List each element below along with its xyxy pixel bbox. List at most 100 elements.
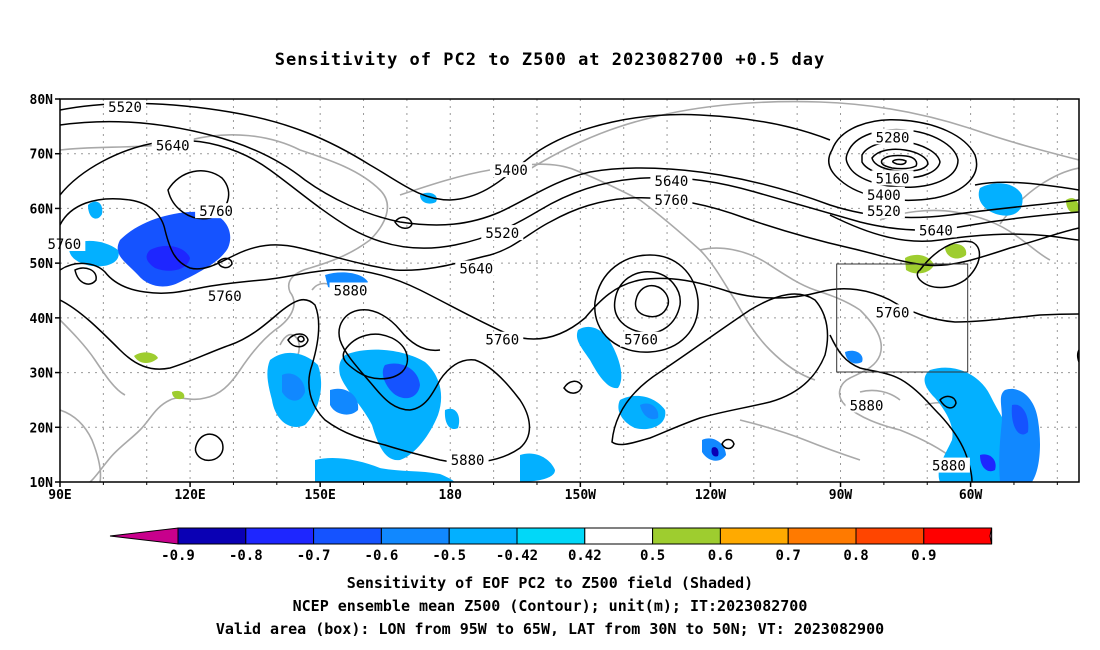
- lon-label: 120E: [174, 488, 205, 503]
- contour-label: 5880: [927, 457, 970, 475]
- colorbar-label: 0.6: [708, 548, 733, 564]
- caption-line-2: NCEP ensemble mean Z500 (Contour); unit(…: [292, 597, 808, 615]
- lat-label: 20N: [30, 421, 54, 436]
- contour-label-bg: [446, 452, 489, 468]
- contour-label-text: 5760: [655, 193, 689, 209]
- contour-label-text: 5520: [485, 226, 519, 242]
- valid-area-box: [836, 263, 969, 373]
- colorbar-segment: [787, 527, 857, 545]
- contour-label-bg: [845, 397, 888, 413]
- contour-label: 5880: [329, 282, 372, 300]
- contour-label-bg: [329, 282, 372, 298]
- contour-label-text: 5880: [451, 453, 485, 469]
- colorbar-label: 0.9: [911, 548, 936, 564]
- contour-label-bg: [650, 173, 693, 189]
- contour-label: 5520: [862, 203, 905, 220]
- caption-line-1: Sensitivity of EOF PC2 to Z500 field (Sh…: [346, 574, 754, 592]
- shading-patch: [315, 457, 455, 482]
- contour-label: 5400: [862, 186, 905, 204]
- shading-patch: [845, 350, 863, 364]
- colorbar-label: 0.42: [568, 548, 602, 564]
- contour-label: 5160: [871, 170, 914, 187]
- colorbar-segment: [719, 527, 789, 545]
- contour-label-bg: [862, 186, 905, 202]
- colorbar-right-end: [989, 527, 993, 545]
- contour-label: 5640: [151, 137, 194, 155]
- contour-label: 5640: [650, 173, 693, 190]
- contour-label-bg: [620, 331, 663, 347]
- colorbar-segment: [313, 527, 382, 545]
- contour-label-bg: [489, 162, 532, 178]
- colorbar-segment: [380, 527, 450, 545]
- colorbar-segment: [177, 527, 247, 545]
- shading-patch: [945, 244, 967, 259]
- colorbar-label: -0.5: [432, 548, 466, 564]
- contour-label-text: 5640: [655, 174, 689, 190]
- contour-label-bg: [203, 287, 246, 303]
- shaded-sensitivity-field: [69, 183, 1079, 482]
- contour-label-text: 5520: [108, 100, 142, 116]
- contour-label-text: 5760: [876, 305, 910, 321]
- contour-label: 5760: [203, 287, 246, 305]
- contour-label-text: 5760: [199, 204, 233, 220]
- contour-label-bg: [151, 137, 194, 153]
- shading-patch: [576, 326, 622, 389]
- shading-patch: [172, 390, 185, 400]
- contour-label: 5760: [43, 235, 86, 253]
- shading-patch: [520, 453, 555, 482]
- contour-label-bg: [914, 222, 957, 238]
- contour-label: 5400: [489, 162, 532, 179]
- contour-label-text: 5880: [932, 459, 966, 475]
- colorbar-segment: [245, 527, 315, 545]
- lat-label: 30N: [30, 367, 54, 382]
- contour-label-text: 5760: [208, 289, 242, 305]
- contour-label: 5760: [650, 192, 693, 209]
- shading-patch: [640, 403, 659, 420]
- colorbar-segment: [652, 527, 721, 545]
- colorbar-label: -0.6: [365, 548, 399, 564]
- colorbar-label: -0.9: [161, 548, 195, 564]
- contour-label-text: 5280: [876, 130, 910, 146]
- shading-patch: [711, 447, 719, 457]
- colorbar-segment: [923, 527, 993, 545]
- contour-label-bg: [195, 203, 238, 219]
- contour-label-text: 5160: [876, 171, 910, 187]
- lon-label: 120W: [695, 488, 726, 503]
- lon-label: 90E: [48, 488, 71, 503]
- contour-label-text: 5640: [919, 223, 953, 239]
- contour-label: 5760: [195, 203, 238, 220]
- lon-label: 150W: [565, 488, 596, 503]
- colorbar-label: 0.8: [843, 548, 868, 564]
- contour-label-text: 5760: [624, 333, 658, 349]
- lon-label: 180: [439, 488, 463, 503]
- colorbar-segment: [516, 527, 586, 545]
- map-border: [59, 98, 1080, 483]
- contour-label: 5880: [446, 452, 489, 469]
- contour-label-bg: [871, 129, 914, 145]
- contour-label-bg: [481, 225, 524, 241]
- lat-label: 60N: [30, 202, 54, 217]
- contour-label-text: 5880: [334, 284, 368, 300]
- contour-label-bg: [104, 99, 147, 115]
- z500-contours: [60, 102, 1079, 482]
- lat-label: 50N: [30, 257, 54, 272]
- contour-label-bg: [43, 235, 86, 251]
- colorbar: -0.9 -0.8 -0.7 -0.6 -0.5 -0.42 0.42 0.5 0.6 0.7 0.…: [109, 527, 993, 564]
- lon-label: 60W: [959, 488, 983, 503]
- shading-patch: [444, 408, 460, 430]
- shading-patch: [88, 201, 103, 219]
- shading-patch: [330, 388, 359, 415]
- contour-label: 5520: [104, 99, 147, 116]
- shading-patch: [1011, 404, 1029, 435]
- colorbar-label: -0.42: [496, 548, 538, 564]
- lat-label: 80N: [30, 93, 54, 108]
- contour-label-text: 5520: [867, 204, 901, 220]
- colorbar-segment: [584, 527, 654, 545]
- contour-label-bg: [871, 170, 914, 186]
- caption-line-3: Valid area (box): LON from 95W to 65W, L…: [215, 620, 885, 638]
- contour-label-bg: [650, 192, 693, 208]
- colorbar-label: -0.7: [297, 548, 331, 564]
